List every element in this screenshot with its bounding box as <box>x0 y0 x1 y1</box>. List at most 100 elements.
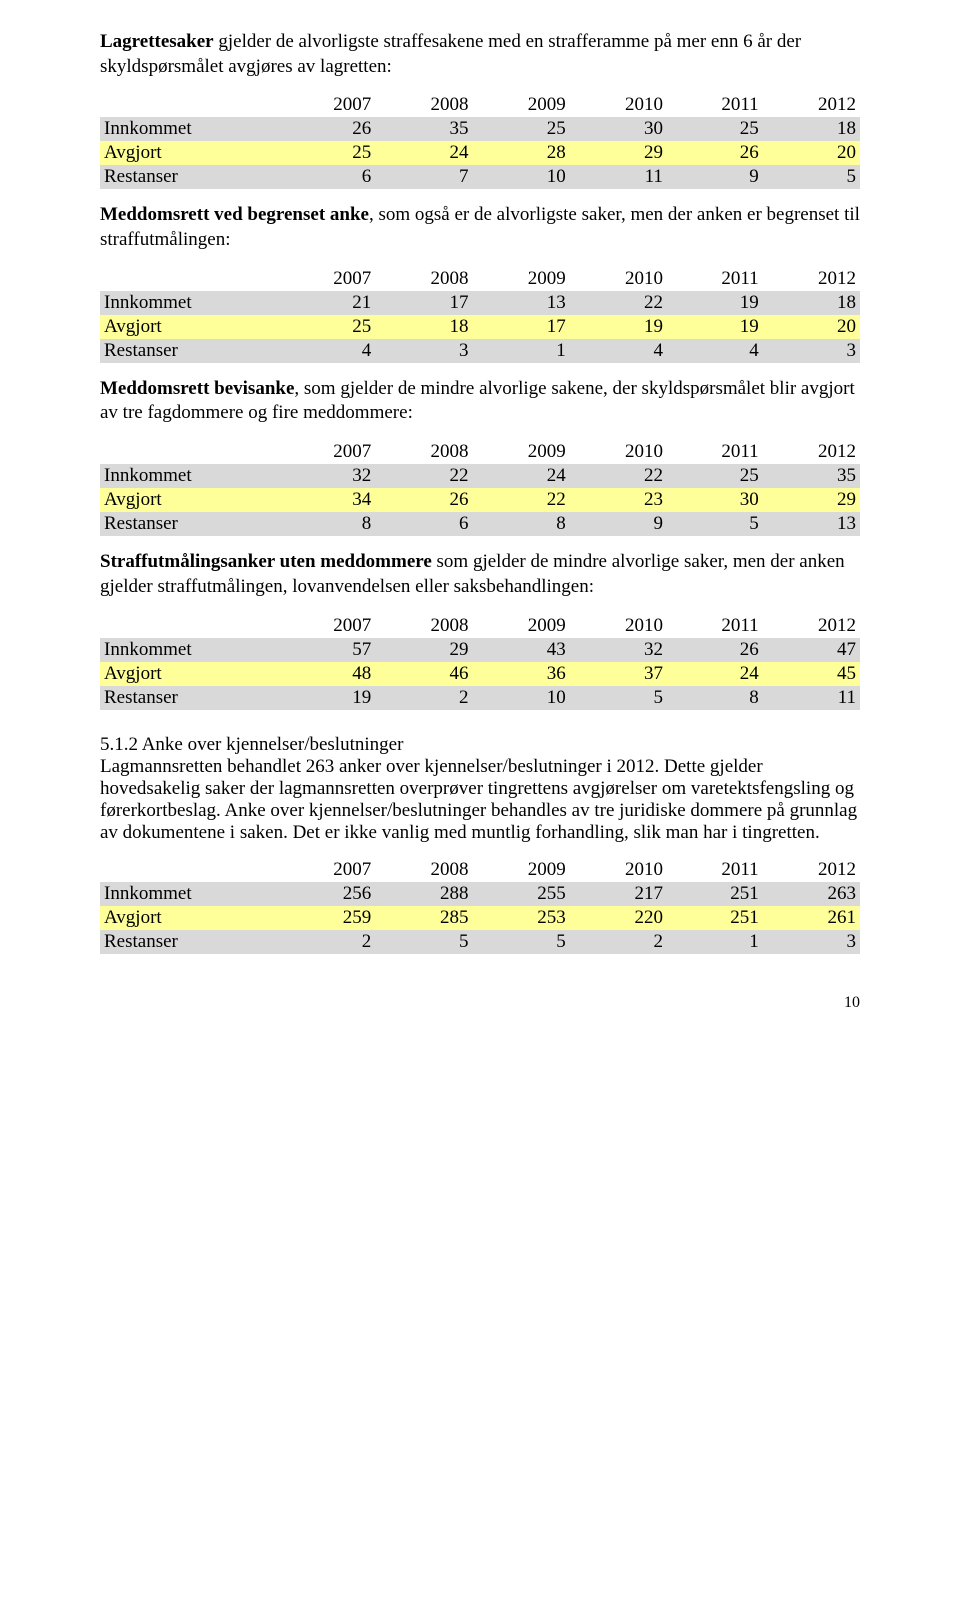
table-year-header: 2008 <box>375 267 472 291</box>
table-cell: 9 <box>667 165 763 189</box>
table-year-header: 2009 <box>472 440 569 464</box>
table-cell: 8 <box>667 686 763 710</box>
table-cell: 253 <box>472 906 569 930</box>
table-cell: 18 <box>375 315 472 339</box>
table-year-header: 2010 <box>570 93 667 117</box>
table-header-blank <box>100 858 278 882</box>
table-row-label: Innkommet <box>100 117 278 141</box>
table-year-header: 2007 <box>278 267 375 291</box>
table-cell: 3 <box>375 339 472 363</box>
table-cell: 261 <box>763 906 860 930</box>
table-year-header: 2008 <box>375 858 472 882</box>
table-cell: 259 <box>278 906 375 930</box>
table-cell: 2 <box>375 686 472 710</box>
table-cell: 30 <box>667 488 763 512</box>
table-year-header: 2008 <box>375 93 472 117</box>
table-cell: 255 <box>472 882 569 906</box>
table-meddomsrett-bevisanke: 200720082009201020112012Innkommet3222242… <box>100 440 860 536</box>
table-cell: 20 <box>763 315 860 339</box>
table-cell: 3 <box>763 339 860 363</box>
table-cell: 13 <box>763 512 860 536</box>
table-cell: 19 <box>278 686 375 710</box>
table-year-header: 2008 <box>375 614 472 638</box>
table-cell: 5 <box>667 512 763 536</box>
table-straffutmalingsanker: 200720082009201020112012Innkommet5729433… <box>100 614 860 710</box>
table-row-label: Innkommet <box>100 464 278 488</box>
table-cell: 30 <box>570 117 667 141</box>
table-cell: 37 <box>570 662 667 686</box>
para-meddomsrett-bevisanke: Meddomsrett bevisanke, som gjelder de mi… <box>100 377 860 426</box>
table-cell: 10 <box>472 686 569 710</box>
table-cell: 17 <box>472 315 569 339</box>
table-cell: 5 <box>570 686 667 710</box>
table-cell: 251 <box>667 906 763 930</box>
table-cell: 263 <box>763 882 860 906</box>
table-row-label: Innkommet <box>100 291 278 315</box>
table-cell: 256 <box>278 882 375 906</box>
table-year-header: 2012 <box>763 614 860 638</box>
table-cell: 18 <box>763 291 860 315</box>
table-cell: 8 <box>472 512 569 536</box>
table-year-header: 2009 <box>472 614 569 638</box>
table-year-header: 2007 <box>278 858 375 882</box>
table-cell: 5 <box>375 930 472 954</box>
table-year-header: 2011 <box>667 858 763 882</box>
table-cell: 4 <box>278 339 375 363</box>
table-cell: 4 <box>667 339 763 363</box>
table-year-header: 2011 <box>667 93 763 117</box>
table-year-header: 2011 <box>667 267 763 291</box>
table-cell: 1 <box>667 930 763 954</box>
table-cell: 22 <box>570 291 667 315</box>
table-cell: 47 <box>763 638 860 662</box>
table-meddomsrett-begrenset: 200720082009201020112012Innkommet2117132… <box>100 267 860 363</box>
table-cell: 25 <box>667 117 763 141</box>
table-row-label: Avgjort <box>100 488 278 512</box>
table-cell: 9 <box>570 512 667 536</box>
table-row-label: Restanser <box>100 339 278 363</box>
table-cell: 18 <box>763 117 860 141</box>
table-cell: 28 <box>472 141 569 165</box>
table-year-header: 2009 <box>472 858 569 882</box>
page-number: 10 <box>100 994 860 1012</box>
table-cell: 22 <box>472 488 569 512</box>
table-year-header: 2010 <box>570 614 667 638</box>
section-512-body: Lagmannsretten behandlet 263 anker over … <box>100 756 857 843</box>
table-year-header: 2012 <box>763 858 860 882</box>
table-year-header: 2011 <box>667 440 763 464</box>
table-year-header: 2007 <box>278 614 375 638</box>
table-cell: 2 <box>570 930 667 954</box>
table-cell: 46 <box>375 662 472 686</box>
para-meddomsrett-begrenset: Meddomsrett ved begrenset anke, som også… <box>100 203 860 252</box>
table-year-header: 2012 <box>763 440 860 464</box>
table-row-label: Innkommet <box>100 882 278 906</box>
table-header-blank <box>100 440 278 464</box>
para-straffutmalingsanker: Straffutmålingsanker uten meddommere som… <box>100 550 860 599</box>
table-header-blank <box>100 267 278 291</box>
table-cell: 25 <box>472 117 569 141</box>
table-row-label: Restanser <box>100 165 278 189</box>
table-cell: 24 <box>472 464 569 488</box>
table-cell: 251 <box>667 882 763 906</box>
table-year-header: 2008 <box>375 440 472 464</box>
table-cell: 1 <box>472 339 569 363</box>
table-cell: 29 <box>763 488 860 512</box>
table-cell: 5 <box>763 165 860 189</box>
table-row-label: Restanser <box>100 512 278 536</box>
table-row-label: Avgjort <box>100 315 278 339</box>
table-cell: 32 <box>570 638 667 662</box>
para-lagrettesaker-bold: Lagrettesaker <box>100 31 214 52</box>
table-cell: 25 <box>278 141 375 165</box>
table-cell: 13 <box>472 291 569 315</box>
table-cell: 6 <box>278 165 375 189</box>
table-cell: 21 <box>278 291 375 315</box>
table-cell: 26 <box>667 141 763 165</box>
table-cell: 3 <box>763 930 860 954</box>
table-cell: 5 <box>472 930 569 954</box>
table-cell: 20 <box>763 141 860 165</box>
table-year-header: 2009 <box>472 267 569 291</box>
table-year-header: 2012 <box>763 267 860 291</box>
table-cell: 48 <box>278 662 375 686</box>
table-cell: 57 <box>278 638 375 662</box>
table-row-label: Innkommet <box>100 638 278 662</box>
table-cell: 24 <box>375 141 472 165</box>
